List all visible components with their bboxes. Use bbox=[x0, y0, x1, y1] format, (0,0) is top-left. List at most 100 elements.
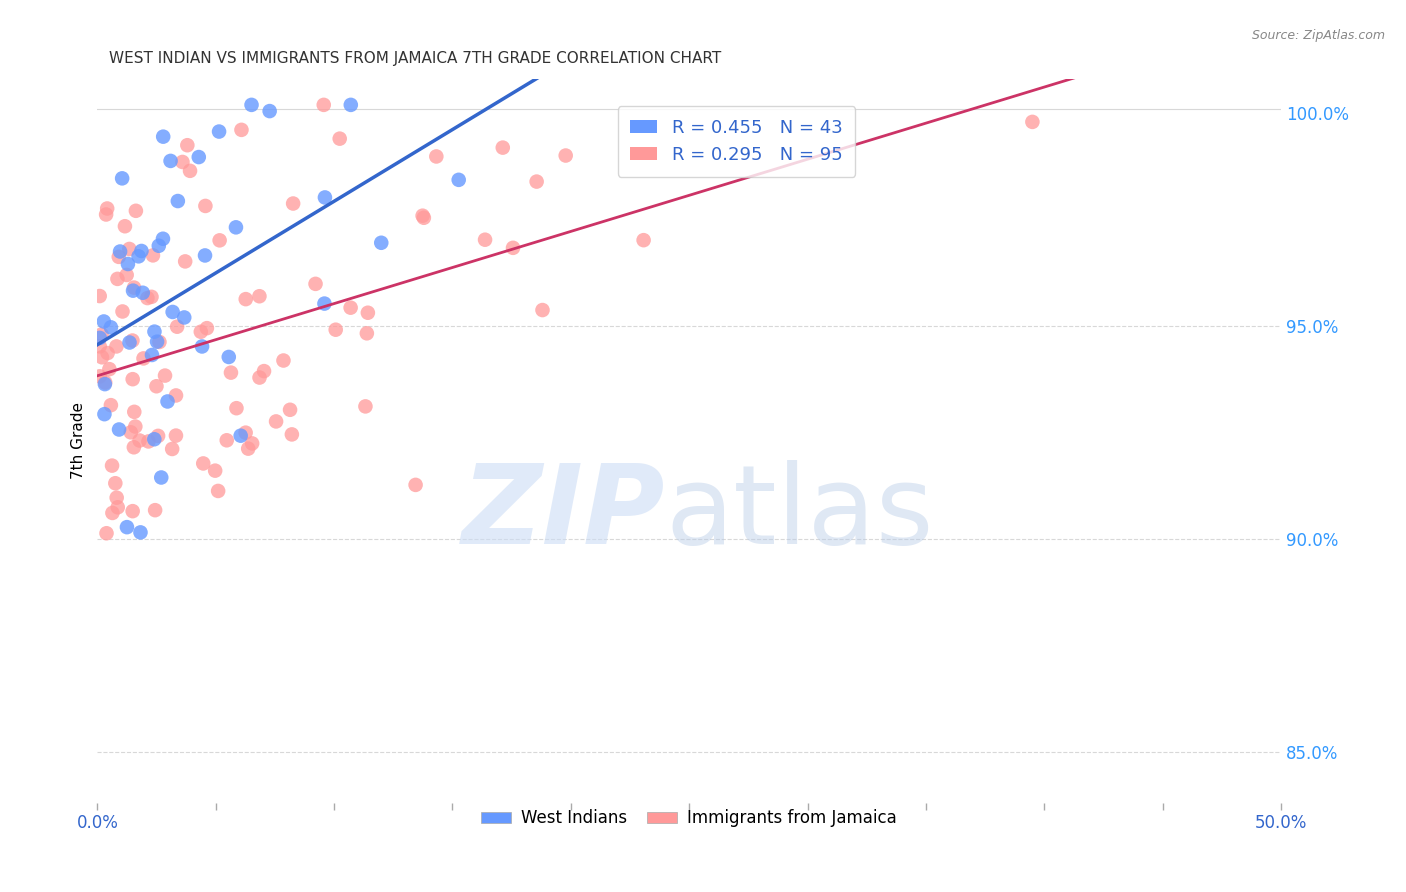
Point bbox=[152, 129, 174, 144]
Point bbox=[281, 196, 304, 211]
Point bbox=[121, 372, 143, 386]
Point bbox=[124, 405, 146, 419]
Point bbox=[105, 339, 128, 353]
Point bbox=[259, 104, 281, 119]
Point bbox=[339, 301, 361, 315]
Point bbox=[104, 476, 127, 491]
Point bbox=[138, 434, 160, 449]
Point bbox=[114, 219, 136, 234]
Point bbox=[304, 277, 326, 291]
Point bbox=[100, 398, 122, 412]
Point bbox=[219, 366, 242, 380]
Point bbox=[194, 199, 217, 213]
Point bbox=[194, 248, 217, 262]
Point bbox=[89, 339, 111, 353]
Point bbox=[273, 353, 295, 368]
Point bbox=[176, 138, 198, 153]
Point bbox=[412, 209, 434, 223]
Point bbox=[356, 326, 378, 341]
Point bbox=[122, 280, 145, 294]
Point bbox=[146, 429, 169, 443]
Point bbox=[215, 434, 238, 448]
Text: atlas: atlas bbox=[665, 459, 934, 566]
Point bbox=[115, 520, 138, 534]
Point bbox=[162, 305, 184, 319]
Point bbox=[152, 232, 174, 246]
Point bbox=[96, 526, 118, 541]
Point bbox=[132, 285, 155, 300]
Point bbox=[526, 175, 548, 189]
Point bbox=[281, 427, 304, 442]
Point bbox=[101, 506, 124, 520]
Point bbox=[96, 202, 118, 216]
Point bbox=[159, 153, 181, 168]
Point bbox=[370, 235, 392, 250]
Point bbox=[89, 369, 111, 384]
Point bbox=[132, 351, 155, 366]
Point bbox=[153, 368, 176, 383]
Point bbox=[314, 190, 336, 204]
Point bbox=[179, 164, 201, 178]
Point bbox=[208, 124, 231, 138]
Point bbox=[554, 148, 576, 162]
Point bbox=[160, 442, 183, 456]
Point bbox=[474, 233, 496, 247]
Y-axis label: 7th Grade: 7th Grade bbox=[72, 402, 86, 480]
Point bbox=[502, 241, 524, 255]
Point bbox=[195, 321, 218, 335]
Point bbox=[235, 425, 257, 440]
Point bbox=[89, 331, 111, 345]
Point bbox=[173, 310, 195, 325]
Point bbox=[94, 207, 117, 221]
Point bbox=[166, 194, 188, 208]
Point bbox=[117, 257, 139, 271]
Point bbox=[229, 428, 252, 442]
Point bbox=[111, 171, 134, 186]
Point bbox=[207, 483, 229, 498]
Point bbox=[208, 233, 231, 247]
Point bbox=[120, 425, 142, 440]
Point bbox=[121, 504, 143, 518]
Point bbox=[107, 500, 129, 515]
Point bbox=[357, 306, 380, 320]
Point bbox=[249, 370, 271, 384]
Point bbox=[240, 98, 263, 112]
Point bbox=[633, 233, 655, 247]
Point bbox=[129, 525, 152, 540]
Point bbox=[156, 394, 179, 409]
Point bbox=[125, 203, 148, 218]
Point bbox=[166, 319, 188, 334]
Point bbox=[405, 478, 427, 492]
Point bbox=[190, 325, 212, 339]
Point bbox=[329, 131, 352, 145]
Point bbox=[325, 323, 347, 337]
Point bbox=[225, 220, 247, 235]
Point bbox=[187, 150, 209, 164]
Text: Source: ZipAtlas.com: Source: ZipAtlas.com bbox=[1251, 29, 1385, 42]
Text: ZIP: ZIP bbox=[463, 459, 665, 566]
Point bbox=[165, 428, 187, 442]
Point bbox=[118, 242, 141, 256]
Point bbox=[148, 239, 170, 253]
Point bbox=[240, 436, 263, 450]
Point bbox=[174, 254, 197, 268]
Point bbox=[172, 155, 194, 169]
Point bbox=[93, 314, 115, 328]
Point bbox=[128, 249, 150, 263]
Point bbox=[312, 98, 335, 112]
Point bbox=[107, 250, 129, 264]
Point bbox=[143, 503, 166, 517]
Point bbox=[314, 296, 336, 310]
Point bbox=[191, 339, 214, 353]
Point bbox=[143, 325, 166, 339]
Point bbox=[94, 377, 117, 392]
Point bbox=[340, 98, 363, 112]
Point bbox=[90, 327, 112, 342]
Point bbox=[146, 334, 169, 349]
Point bbox=[89, 289, 111, 303]
Point bbox=[412, 211, 434, 225]
Point bbox=[108, 244, 131, 259]
Point bbox=[122, 284, 145, 298]
Point bbox=[143, 432, 166, 446]
Point bbox=[447, 173, 470, 187]
